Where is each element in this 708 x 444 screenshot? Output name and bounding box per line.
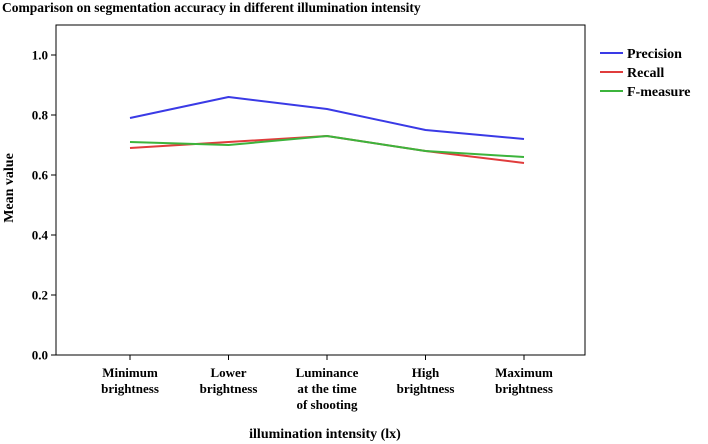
legend: Precision Recall F-measure (600, 47, 691, 100)
x-tick-label: Maximum brightness (495, 365, 553, 396)
y-tick-label: 1.0 (32, 48, 48, 63)
series-line-precision (129, 96, 525, 140)
y-axis: 0.0 0.2 0.4 0.6 0.8 1.0 (32, 48, 56, 363)
series-line-f-measure (129, 135, 525, 158)
y-tick-label: 0.6 (32, 168, 49, 183)
chart-title: Comparison on segmentation accuracy in d… (2, 0, 421, 15)
x-tick-label: Lower brightness (200, 365, 258, 396)
y-tick-label: 0.8 (32, 108, 49, 123)
legend-label: Precision (627, 47, 682, 62)
x-tick-label-line: brightness (495, 381, 553, 396)
legend-label: Recall (627, 66, 664, 81)
x-tick-label-line: brightness (101, 381, 159, 396)
legend-label: F-measure (627, 85, 691, 100)
x-tick-label-line: Minimum (102, 365, 158, 380)
x-tick-label-line: brightness (397, 381, 455, 396)
x-tick-label: Minimum brightness (101, 365, 159, 396)
x-tick-label-line: at the time (297, 381, 356, 396)
plot-area (55, 24, 586, 356)
series-lines (129, 96, 525, 164)
y-axis-label: Mean value (2, 153, 17, 223)
x-tick-label-line: Maximum (495, 365, 553, 380)
x-tick-label: High brightness (397, 365, 455, 396)
series-line-recall (129, 135, 525, 164)
y-tick-label: 0.2 (32, 288, 48, 303)
x-axis-label: illumination intensity (lx) (249, 427, 401, 442)
x-tick-label-line: of shooting (296, 397, 358, 412)
plot-frame (55, 24, 586, 356)
x-tick-label-line: Luminance (296, 365, 359, 380)
x-tick-label-line: brightness (200, 381, 258, 396)
y-tick-label: 0.4 (32, 228, 49, 243)
y-tick-label: 0.0 (32, 348, 48, 363)
x-tick-label-line: Lower (210, 365, 246, 380)
x-tick-label: Luminance at the time of shooting (296, 365, 359, 412)
x-tick-label-line: High (412, 365, 440, 380)
